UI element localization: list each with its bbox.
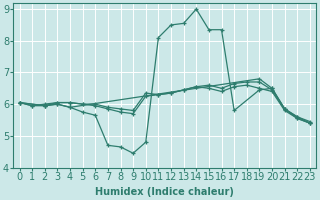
X-axis label: Humidex (Indice chaleur): Humidex (Indice chaleur) xyxy=(95,187,234,197)
